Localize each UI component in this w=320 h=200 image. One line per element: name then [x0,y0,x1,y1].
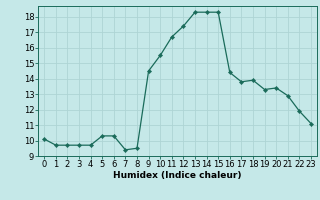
X-axis label: Humidex (Indice chaleur): Humidex (Indice chaleur) [113,171,242,180]
